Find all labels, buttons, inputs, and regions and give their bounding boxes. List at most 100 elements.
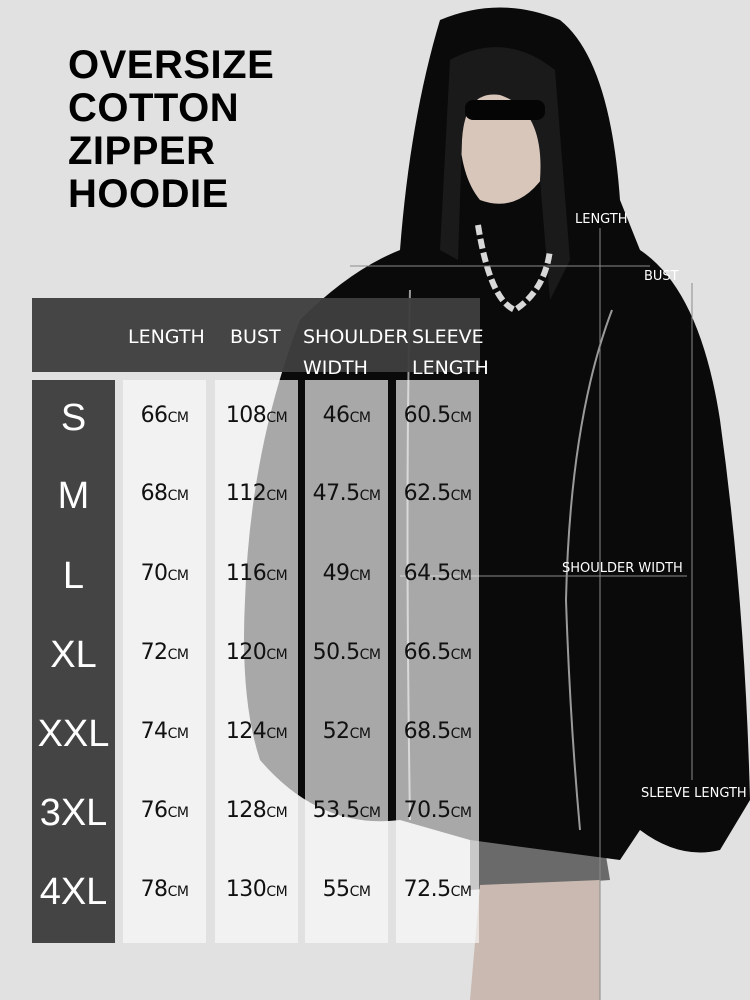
value-number: 52 bbox=[322, 719, 351, 744]
header-shoulder: SHOULDER bbox=[303, 326, 409, 348]
value-number: 47.5 bbox=[312, 481, 360, 506]
value-number: 72 bbox=[140, 640, 169, 665]
measure-label-sleeve-length: SLEEVE LENGTH bbox=[641, 786, 747, 801]
value-number: 53.5 bbox=[312, 798, 360, 823]
bust-column: 108CM 112CM 116CM 120CM 124CM 128CM 130CM bbox=[215, 380, 298, 943]
size-value-cell: 108CM bbox=[215, 403, 298, 428]
title-line: HOODIE bbox=[68, 172, 229, 216]
measure-label-shoulder-width: SHOULDER WIDTH bbox=[562, 561, 683, 576]
size-value-cell: 78CM bbox=[123, 877, 206, 902]
value-unit: CM bbox=[359, 805, 381, 821]
size-value-cell: 120CM bbox=[215, 640, 298, 665]
header-sleeve-2: LENGTH bbox=[412, 357, 489, 379]
value-number: 76 bbox=[140, 798, 169, 823]
length-column: 66CM 68CM 70CM 72CM 74CM 76CM 78CM bbox=[123, 380, 206, 943]
legs bbox=[470, 880, 600, 1000]
size-value-cell: 68.5CM bbox=[396, 719, 479, 744]
product-title: OVERSIZE COTTON ZIPPER HOODIE bbox=[68, 44, 274, 216]
size-value-cell: 49CM bbox=[305, 561, 388, 586]
value-unit: CM bbox=[266, 488, 288, 504]
size-value-cell: 70.5CM bbox=[396, 798, 479, 823]
value-unit: CM bbox=[167, 726, 189, 742]
size-value-cell: 74CM bbox=[123, 719, 206, 744]
size-value-cell: 60.5CM bbox=[396, 403, 479, 428]
size-value-cell: 70CM bbox=[123, 561, 206, 586]
value-unit: CM bbox=[266, 884, 288, 900]
size-column: S M L XL XXL 3XL 4XL bbox=[32, 380, 115, 943]
value-number: 74 bbox=[140, 719, 169, 744]
header-shoulder-2: WIDTH bbox=[303, 357, 368, 379]
value-unit: CM bbox=[266, 647, 288, 663]
value-unit: CM bbox=[167, 488, 189, 504]
value-number: 60.5 bbox=[403, 403, 451, 428]
size-value-cell: 46CM bbox=[305, 403, 388, 428]
value-unit: CM bbox=[359, 488, 381, 504]
value-number: 124 bbox=[225, 719, 267, 744]
value-number: 70.5 bbox=[403, 798, 451, 823]
size-value-cell: 64.5CM bbox=[396, 561, 479, 586]
size-label: 4XL bbox=[39, 871, 108, 913]
value-unit: CM bbox=[450, 726, 472, 742]
shoulder-width-column: 46CM 47.5CM 49CM 50.5CM 52CM 53.5CM 55CM bbox=[305, 380, 388, 943]
value-number: 112 bbox=[225, 481, 267, 506]
value-unit: CM bbox=[349, 410, 371, 426]
value-number: 62.5 bbox=[403, 481, 451, 506]
measure-label-length: LENGTH bbox=[575, 212, 628, 227]
size-label: XXL bbox=[37, 713, 110, 755]
header-sleeve: SLEEVE bbox=[412, 326, 484, 348]
size-value-cell: 47.5CM bbox=[305, 481, 388, 506]
size-value-cell: 72CM bbox=[123, 640, 206, 665]
size-value-cell: 53.5CM bbox=[305, 798, 388, 823]
value-number: 49 bbox=[322, 561, 351, 586]
title-line: OVERSIZE bbox=[68, 43, 275, 87]
value-unit: CM bbox=[450, 647, 472, 663]
value-number: 130 bbox=[225, 877, 267, 902]
size-value-cell: 72.5CM bbox=[396, 877, 479, 902]
value-unit: CM bbox=[359, 647, 381, 663]
size-value-cell: 66CM bbox=[123, 403, 206, 428]
value-number: 66 bbox=[140, 403, 169, 428]
size-value-cell: 112CM bbox=[215, 481, 298, 506]
size-chart-header bbox=[32, 298, 480, 372]
value-unit: CM bbox=[450, 410, 472, 426]
value-number: 78 bbox=[140, 877, 169, 902]
value-unit: CM bbox=[167, 410, 189, 426]
size-label: S bbox=[60, 397, 87, 439]
header-length: LENGTH bbox=[128, 326, 205, 348]
value-unit: CM bbox=[349, 568, 371, 584]
value-unit: CM bbox=[167, 568, 189, 584]
title-line: ZIPPER bbox=[68, 129, 216, 173]
value-number: 68.5 bbox=[403, 719, 451, 744]
value-number: 46 bbox=[322, 403, 351, 428]
value-unit: CM bbox=[167, 884, 189, 900]
size-value-cell: 116CM bbox=[215, 561, 298, 586]
value-number: 50.5 bbox=[312, 640, 360, 665]
value-unit: CM bbox=[349, 726, 371, 742]
value-number: 68 bbox=[140, 481, 169, 506]
size-label: 3XL bbox=[39, 792, 108, 834]
measure-label-bust: BUST bbox=[644, 269, 679, 284]
value-number: 55 bbox=[322, 877, 351, 902]
size-label: L bbox=[62, 555, 85, 597]
value-unit: CM bbox=[266, 726, 288, 742]
sleeve-length-column: 60.5CM 62.5CM 64.5CM 66.5CM 68.5CM 70.5CM 72.5… bbox=[396, 380, 479, 943]
size-value-cell: 52CM bbox=[305, 719, 388, 744]
size-value-cell: 68CM bbox=[123, 481, 206, 506]
value-unit: CM bbox=[450, 884, 472, 900]
size-value-cell: 124CM bbox=[215, 719, 298, 744]
value-number: 128 bbox=[225, 798, 267, 823]
value-number: 64.5 bbox=[403, 561, 451, 586]
size-label: M bbox=[57, 475, 90, 517]
value-unit: CM bbox=[450, 488, 472, 504]
sunglasses bbox=[465, 100, 545, 120]
title-line: COTTON bbox=[68, 86, 240, 130]
size-value-cell: 50.5CM bbox=[305, 640, 388, 665]
value-unit: CM bbox=[349, 884, 371, 900]
size-value-cell: 62.5CM bbox=[396, 481, 479, 506]
size-value-cell: 130CM bbox=[215, 877, 298, 902]
value-number: 66.5 bbox=[403, 640, 451, 665]
value-number: 72.5 bbox=[403, 877, 451, 902]
size-label: XL bbox=[50, 634, 97, 676]
size-value-cell: 66.5CM bbox=[396, 640, 479, 665]
value-unit: CM bbox=[450, 568, 472, 584]
